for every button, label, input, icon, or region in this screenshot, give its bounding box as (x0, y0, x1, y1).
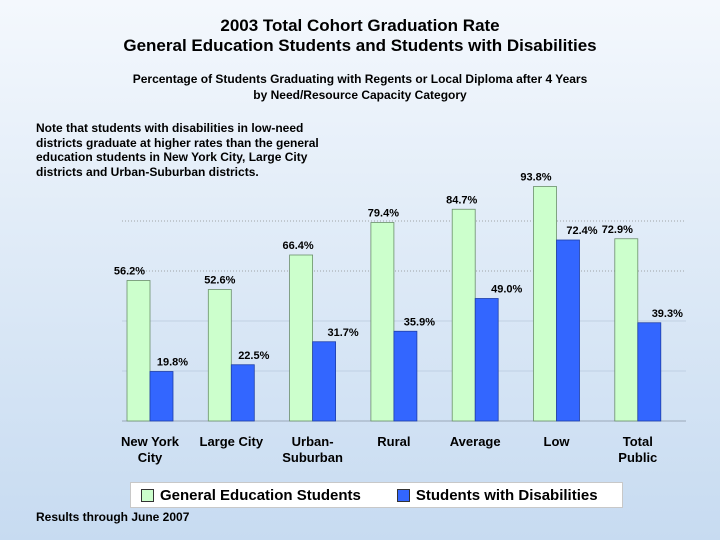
title-line-2: General Education Students and Students … (123, 36, 597, 55)
bar-disabilities (556, 239, 580, 422)
chart-title: 2003 Total Cohort Graduation Rate Genera… (0, 16, 720, 56)
data-label: 72.9% (602, 224, 633, 236)
legend-label-disabilities: Students with Disabilities (415, 486, 598, 504)
bar-general (207, 289, 232, 422)
data-label: 31.7% (327, 327, 358, 339)
bar-general (451, 208, 476, 422)
legend-item-general: General Education Students (131, 487, 361, 504)
bar-general (370, 222, 395, 422)
bar-disabilities (312, 341, 337, 422)
subtitle-line-2: by Need/Resource Capacity Category (253, 88, 467, 102)
category-label: Large City (200, 434, 264, 449)
category-label: Low (544, 434, 571, 449)
data-label: 93.8% (520, 172, 551, 184)
category-label: City (138, 450, 163, 465)
footer-note: Results through June 2007 (36, 510, 190, 524)
data-label: 35.9% (404, 316, 435, 328)
legend: General Education Students Students with… (130, 482, 623, 508)
legend-swatch-disabilities (396, 488, 410, 502)
data-label: 66.4% (282, 240, 313, 252)
bar-disabilities (230, 364, 255, 422)
category-label: Urban- (292, 434, 334, 449)
category-label: Public (618, 450, 657, 465)
legend-swatch-general (141, 488, 154, 502)
data-label: 19.8% (157, 357, 188, 369)
title-line-1: 2003 Total Cohort Graduation Rate (220, 16, 500, 35)
legend-item-disabilities: Students with Disabilities (387, 487, 598, 504)
data-label: 39.3% (652, 308, 683, 320)
category-label: Total (623, 434, 653, 449)
bar-general (126, 280, 151, 422)
data-label: 84.7% (446, 194, 477, 206)
bar-disabilities (393, 330, 418, 422)
category-label: Rural (377, 434, 410, 449)
chart-subtitle: Percentage of Students Graduating with R… (0, 71, 720, 103)
data-label: 56.2% (114, 266, 145, 278)
legend-label-general: General Education Students (160, 486, 361, 504)
data-label: 49.0% (491, 284, 522, 296)
category-label: New York (121, 434, 180, 449)
category-label: Average (450, 434, 501, 449)
bar-general (614, 238, 639, 422)
data-label: 52.6% (204, 275, 235, 287)
bar-general (533, 186, 557, 422)
annotation-note: Note that students with disabilities in … (36, 121, 319, 179)
bar-disabilities (149, 371, 174, 422)
data-label: 79.4% (368, 208, 399, 220)
subtitle-line-1: Percentage of Students Graduating with R… (132, 72, 588, 86)
bar-disabilities (637, 322, 662, 422)
data-label: 22.5% (238, 350, 269, 362)
bar-general (289, 254, 314, 422)
data-label: 72.4% (566, 225, 597, 237)
category-label: Suburban (282, 450, 343, 465)
bar-disabilities (474, 298, 499, 422)
